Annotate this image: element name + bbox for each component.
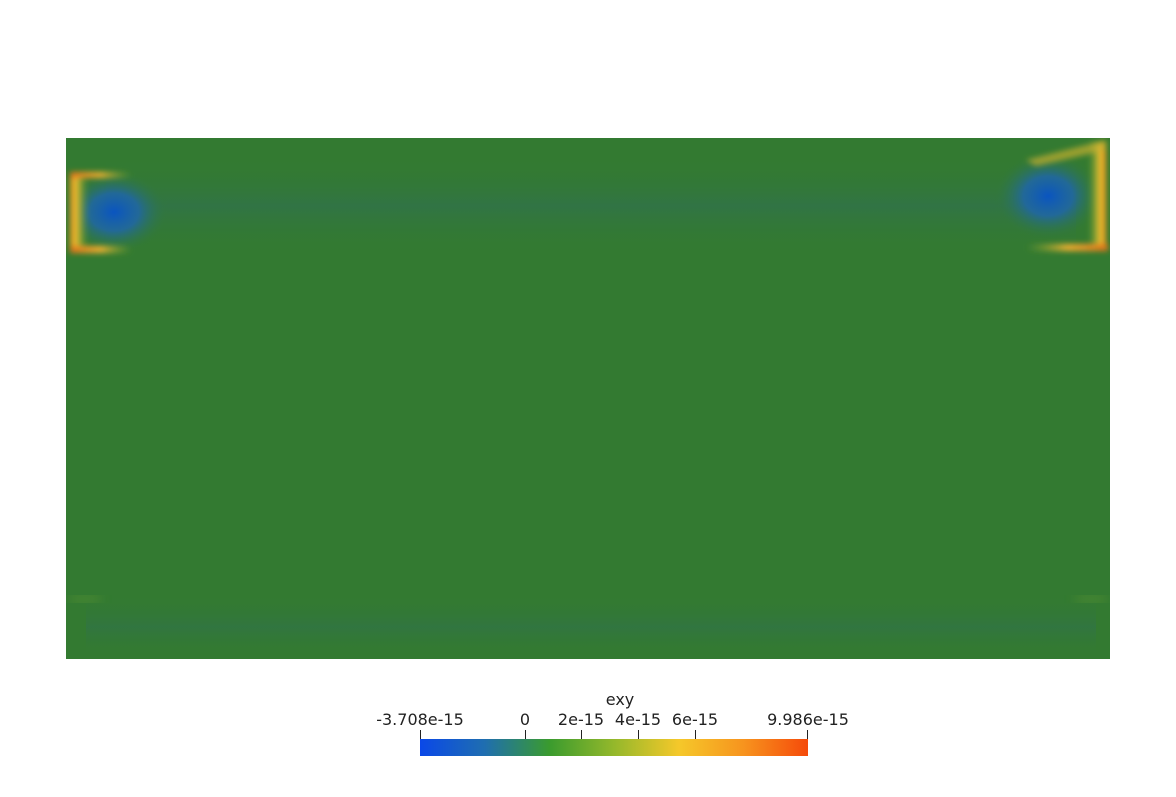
colorbar-tick-label: -3.708e-15 bbox=[376, 710, 464, 729]
lower-low-band bbox=[86, 593, 1096, 655]
colorbar-tick-label: 4e-15 bbox=[614, 710, 662, 729]
colorbar-tick-label: 2e-15 bbox=[557, 710, 605, 729]
colorbar-tick-mark bbox=[525, 730, 526, 742]
colorbar-tick-mark bbox=[638, 730, 639, 742]
colorbar-tick-mark bbox=[807, 730, 808, 742]
colorbar-legend: exy -3.708e-15 0 2e-15 4e-15 6e-15 9.986… bbox=[360, 688, 880, 768]
left-low-spot bbox=[66, 170, 169, 254]
right-edge-high bbox=[1026, 140, 1108, 251]
upper-low-band bbox=[106, 156, 1076, 256]
colorbar-tick-mark bbox=[420, 730, 421, 742]
colorbar-tick-label: 9.986e-15 bbox=[767, 710, 849, 729]
colorbar-tick-label: 0 bbox=[519, 710, 531, 729]
lower-corner-marks bbox=[70, 596, 1106, 602]
colorbar-title: exy bbox=[605, 690, 635, 709]
contour-surface bbox=[66, 138, 1110, 659]
strain-field-plot[interactable] bbox=[66, 138, 1110, 659]
left-edge-high bbox=[70, 172, 132, 253]
colorbar-tick-mark bbox=[695, 730, 696, 742]
colorbar-tick-label: 6e-15 bbox=[671, 710, 719, 729]
colorbar-tick-mark bbox=[581, 730, 582, 742]
right-low-spot bbox=[993, 152, 1103, 240]
colorbar-gradient bbox=[420, 739, 808, 756]
